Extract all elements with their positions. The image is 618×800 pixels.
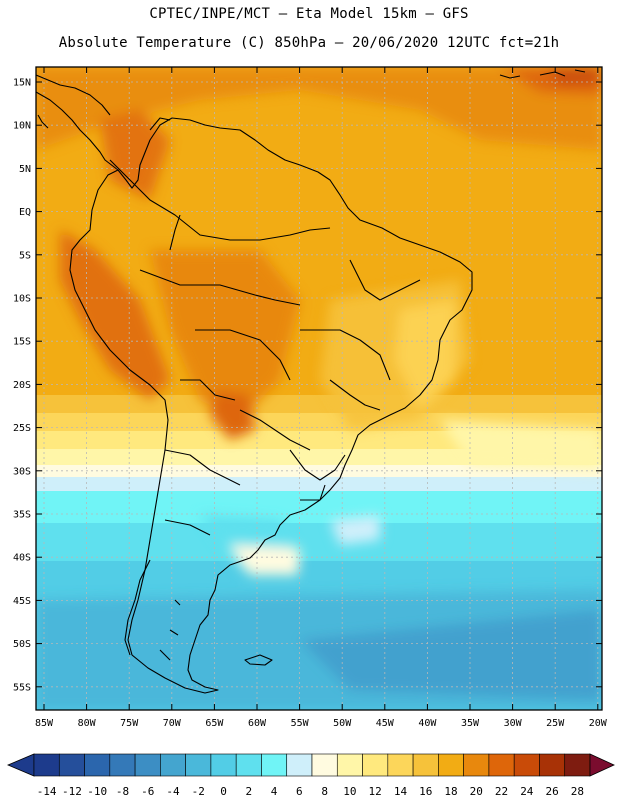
lon-label: 45W xyxy=(376,718,395,729)
colorbar-min-arrow xyxy=(6,753,35,777)
colorbar-swatch xyxy=(311,753,338,777)
lat-label: 35S xyxy=(13,510,31,521)
lon-label: 40W xyxy=(418,718,437,729)
colorbar-label: 22 xyxy=(495,785,508,798)
colorbar-label: 26 xyxy=(545,785,558,798)
colorbar-swatch xyxy=(286,753,313,777)
lon-label: 85W xyxy=(35,718,54,729)
lat-label: 45S xyxy=(13,596,31,607)
colorbar-swatch xyxy=(387,753,414,777)
colorbar-swatch xyxy=(564,753,591,777)
lon-label: 20W xyxy=(589,718,608,729)
colorbar-swatch xyxy=(539,753,566,777)
colorbar-label: 12 xyxy=(369,785,382,798)
axis-ticks xyxy=(36,67,602,710)
lat-label: 40S xyxy=(13,553,31,564)
colorbar-swatch xyxy=(134,753,161,777)
colorbar-swatch xyxy=(463,753,490,777)
colorbar-label: 20 xyxy=(470,785,483,798)
lon-label: 75W xyxy=(120,718,139,729)
colorbar-swatch xyxy=(160,753,186,777)
lat-label: 50S xyxy=(13,639,31,650)
lat-label: 10N xyxy=(13,121,31,132)
title-line-1: CPTEC/INPE/MCT – Eta Model 15km – GFS xyxy=(149,6,469,22)
colorbar-label: -4 xyxy=(166,785,180,798)
lon-label: 65W xyxy=(205,718,224,729)
colorbar-swatch xyxy=(412,753,439,777)
colorbar-swatch xyxy=(33,753,60,777)
colorbar-swatch xyxy=(488,753,515,777)
lon-label: 60W xyxy=(248,718,267,729)
colorbar-swatch xyxy=(261,753,288,777)
lon-label: 25W xyxy=(546,718,565,729)
temperature-field xyxy=(36,67,602,710)
colorbar-swatch xyxy=(336,753,363,777)
colorbar-swatch xyxy=(109,753,136,777)
colorbar-swatch xyxy=(84,753,111,777)
map-frame xyxy=(35,66,603,711)
colorbar-label: -6 xyxy=(141,785,154,798)
colorbar-swatch xyxy=(58,753,85,777)
colorbar-swatch xyxy=(362,753,389,777)
lon-label: 70W xyxy=(163,718,182,729)
colorbar-swatch xyxy=(513,753,540,777)
lon-label: 35W xyxy=(461,718,480,729)
colorbar-label: 6 xyxy=(296,785,303,798)
lat-label: 5S xyxy=(19,250,31,261)
lat-label: 30S xyxy=(13,466,31,477)
coastline-outline xyxy=(36,69,586,694)
colorbar-label: 24 xyxy=(520,785,534,798)
colorbar-label: -8 xyxy=(116,785,129,798)
lon-label: 50W xyxy=(333,718,352,729)
lat-label: 20S xyxy=(13,380,31,391)
colorbar-max-arrow xyxy=(589,753,615,777)
colorbar-label: 8 xyxy=(321,785,328,798)
colorbar-label: 28 xyxy=(571,785,584,798)
colorbar: -14 -12 -10 -8 -6 -4 -2 0 2 4 6 8 10 12 14 16 18 20 22 24 26… xyxy=(6,753,615,798)
lon-label: 55W xyxy=(291,718,310,729)
colorbar-label: 18 xyxy=(444,785,457,798)
title-line-2: Absolute Temperature (C) 850hPa – 20/06/… xyxy=(58,35,560,51)
colorbar-label: -10 xyxy=(87,785,107,798)
colorbar-label: 16 xyxy=(419,785,432,798)
latitude-labels: 15N 10N 5N EQ 5S 10S 15S 20S 25S 30S 35S 40S 45S 50S 5… xyxy=(13,78,31,694)
lat-label: 55S xyxy=(13,682,31,693)
colorbar-label: 10 xyxy=(343,785,356,798)
colorbar-label: -2 xyxy=(192,785,205,798)
colorbar-label: 4 xyxy=(271,785,278,798)
colorbar-label: 14 xyxy=(394,785,408,798)
lon-label: 30W xyxy=(504,718,523,729)
lat-label: 5N xyxy=(19,164,31,175)
colorbar-label: 2 xyxy=(246,785,253,798)
longitude-labels: 85W 80W 75W 70W 65W 60W 55W 50W 45W 40W 35W 30W 25W 2… xyxy=(35,718,608,729)
lat-label: 15N xyxy=(13,78,31,89)
colorbar-swatch xyxy=(210,753,237,777)
lat-label: 15S xyxy=(13,337,31,348)
colorbar-swatch xyxy=(438,753,464,777)
colorbar-label: -14 xyxy=(37,785,57,798)
colorbar-label: -12 xyxy=(62,785,82,798)
colorbar-swatch xyxy=(235,753,262,777)
lon-label: 80W xyxy=(78,718,97,729)
colorbar-label: 0 xyxy=(220,785,227,798)
lat-label: EQ xyxy=(19,207,31,218)
lat-label: 10S xyxy=(13,294,31,305)
colorbar-swatch xyxy=(185,753,212,777)
lat-label: 25S xyxy=(13,423,31,434)
